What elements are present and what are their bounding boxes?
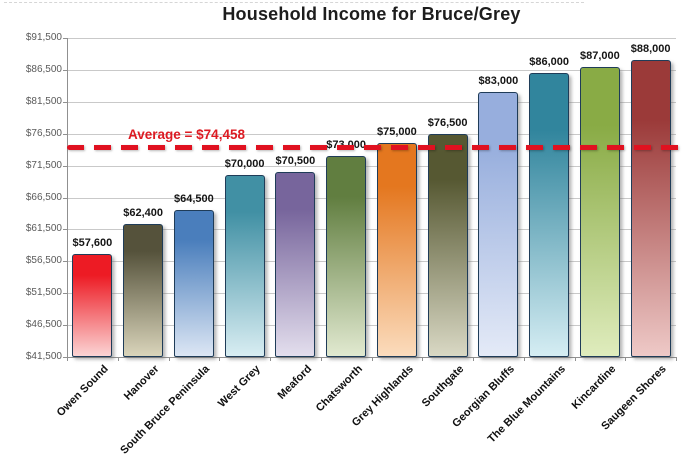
y-axis-tick — [63, 69, 67, 71]
x-axis-tick — [422, 357, 424, 361]
bar-chatsworth — [326, 156, 367, 357]
y-axis-tick — [63, 101, 67, 103]
x-axis-label: Saugeen Shores — [599, 363, 670, 433]
bar-value-label: $70,000 — [224, 158, 265, 171]
bar-value-label: $64,500 — [173, 193, 214, 206]
bar-west-grey — [224, 175, 265, 357]
gridline — [67, 38, 676, 39]
average-line-label: Average = $74,458 — [128, 126, 245, 142]
x-axis-label: Meaford — [275, 363, 314, 402]
gridline — [67, 229, 676, 231]
y-axis-tick-label: $66,500 — [25, 191, 62, 203]
x-axis-label: Georgian Bluffs — [450, 363, 517, 430]
bar-value-label: $88,000 — [630, 43, 671, 56]
y-axis-tick — [63, 293, 67, 295]
bar-value-label: $76,500 — [427, 116, 468, 129]
bar-grey-highlands — [376, 143, 417, 357]
y-axis-tick — [63, 261, 67, 263]
top-edge-artifact-line — [4, 2, 584, 3]
y-axis-tick — [63, 197, 67, 199]
x-axis-label: Grey Highlands — [349, 363, 416, 429]
y-axis-tick-label: $91,500 — [25, 32, 62, 43]
y-axis-tick — [63, 38, 67, 39]
gridline — [67, 325, 676, 327]
x-axis-line — [67, 357, 676, 358]
bar-value-label: $70,500 — [275, 154, 316, 167]
x-axis-label: Hanover — [121, 363, 162, 403]
x-axis-tick — [117, 357, 119, 361]
bar-value-label: $86,000 — [529, 56, 569, 69]
x-axis-label: Chatsworth — [313, 363, 365, 415]
y-axis-tick-label: $51,500 — [25, 287, 62, 299]
y-axis-tick — [63, 325, 67, 327]
bar-owen-sound — [72, 254, 113, 357]
y-axis-tick — [63, 357, 67, 358]
gridline — [67, 101, 676, 103]
gridline — [67, 293, 676, 295]
x-axis-tick — [320, 357, 322, 361]
chart-title: Household Income for Bruce/Grey — [222, 4, 521, 24]
y-axis-tick-label: $81,500 — [25, 95, 62, 107]
x-axis-label: South Bruce Peninsula — [118, 363, 213, 454]
x-axis-tick — [473, 357, 474, 361]
bar-meaford — [275, 171, 316, 357]
y-axis-line — [67, 38, 68, 357]
bar-value-label: $87,000 — [579, 49, 620, 62]
y-axis-tick — [63, 165, 67, 167]
gridline — [67, 69, 676, 71]
x-axis-tick — [574, 357, 576, 361]
y-axis-tick — [63, 229, 67, 231]
x-axis-tick — [371, 357, 373, 361]
x-axis-tick — [219, 357, 221, 361]
x-axis-label: Southgate — [419, 363, 467, 410]
y-axis-tick-label: $76,500 — [25, 127, 62, 139]
x-axis-tick — [523, 357, 525, 361]
x-axis-tick — [625, 357, 627, 361]
y-axis-tick-label: $46,500 — [25, 319, 62, 331]
y-axis-tick-label: $41,500 — [25, 351, 62, 362]
x-axis-tick — [270, 357, 271, 361]
x-axis-label: Owen Sound — [54, 363, 111, 420]
bar-hanover — [123, 223, 164, 357]
y-axis-tick-label: $61,500 — [25, 223, 62, 235]
bar-the-blue-mountains — [529, 73, 570, 357]
y-axis-tick-label: $71,500 — [25, 159, 62, 171]
bar-southgate — [427, 133, 468, 357]
bar-value-label: $62,400 — [123, 206, 163, 219]
y-axis-tick-label: $86,500 — [25, 63, 62, 75]
gridline — [67, 165, 676, 167]
bar-value-label: $57,600 — [72, 237, 113, 250]
bar-south-bruce-peninsula — [173, 210, 214, 357]
bar-georgian-bluffs — [478, 92, 519, 357]
x-axis-label: The Blue Mountains — [485, 363, 568, 446]
y-axis-tick-label: $56,500 — [25, 255, 62, 267]
y-axis-tick — [63, 133, 67, 135]
x-axis-label: West Grey — [216, 363, 264, 410]
average-line — [67, 145, 684, 151]
x-axis-tick — [168, 357, 170, 361]
bar-saugeen-shores — [630, 60, 671, 357]
bar-value-label: $75,000 — [376, 126, 417, 139]
bar-value-label: $83,000 — [478, 75, 519, 88]
bar-kincardine — [579, 66, 620, 357]
gridline — [67, 197, 676, 199]
x-axis-tick — [67, 357, 68, 361]
gridline — [67, 261, 676, 263]
x-axis-label: Kincardine — [569, 363, 619, 412]
x-axis-tick — [676, 357, 677, 361]
